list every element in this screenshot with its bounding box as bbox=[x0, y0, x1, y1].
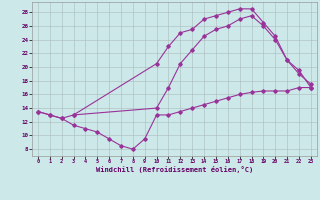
X-axis label: Windchill (Refroidissement éolien,°C): Windchill (Refroidissement éolien,°C) bbox=[96, 166, 253, 173]
